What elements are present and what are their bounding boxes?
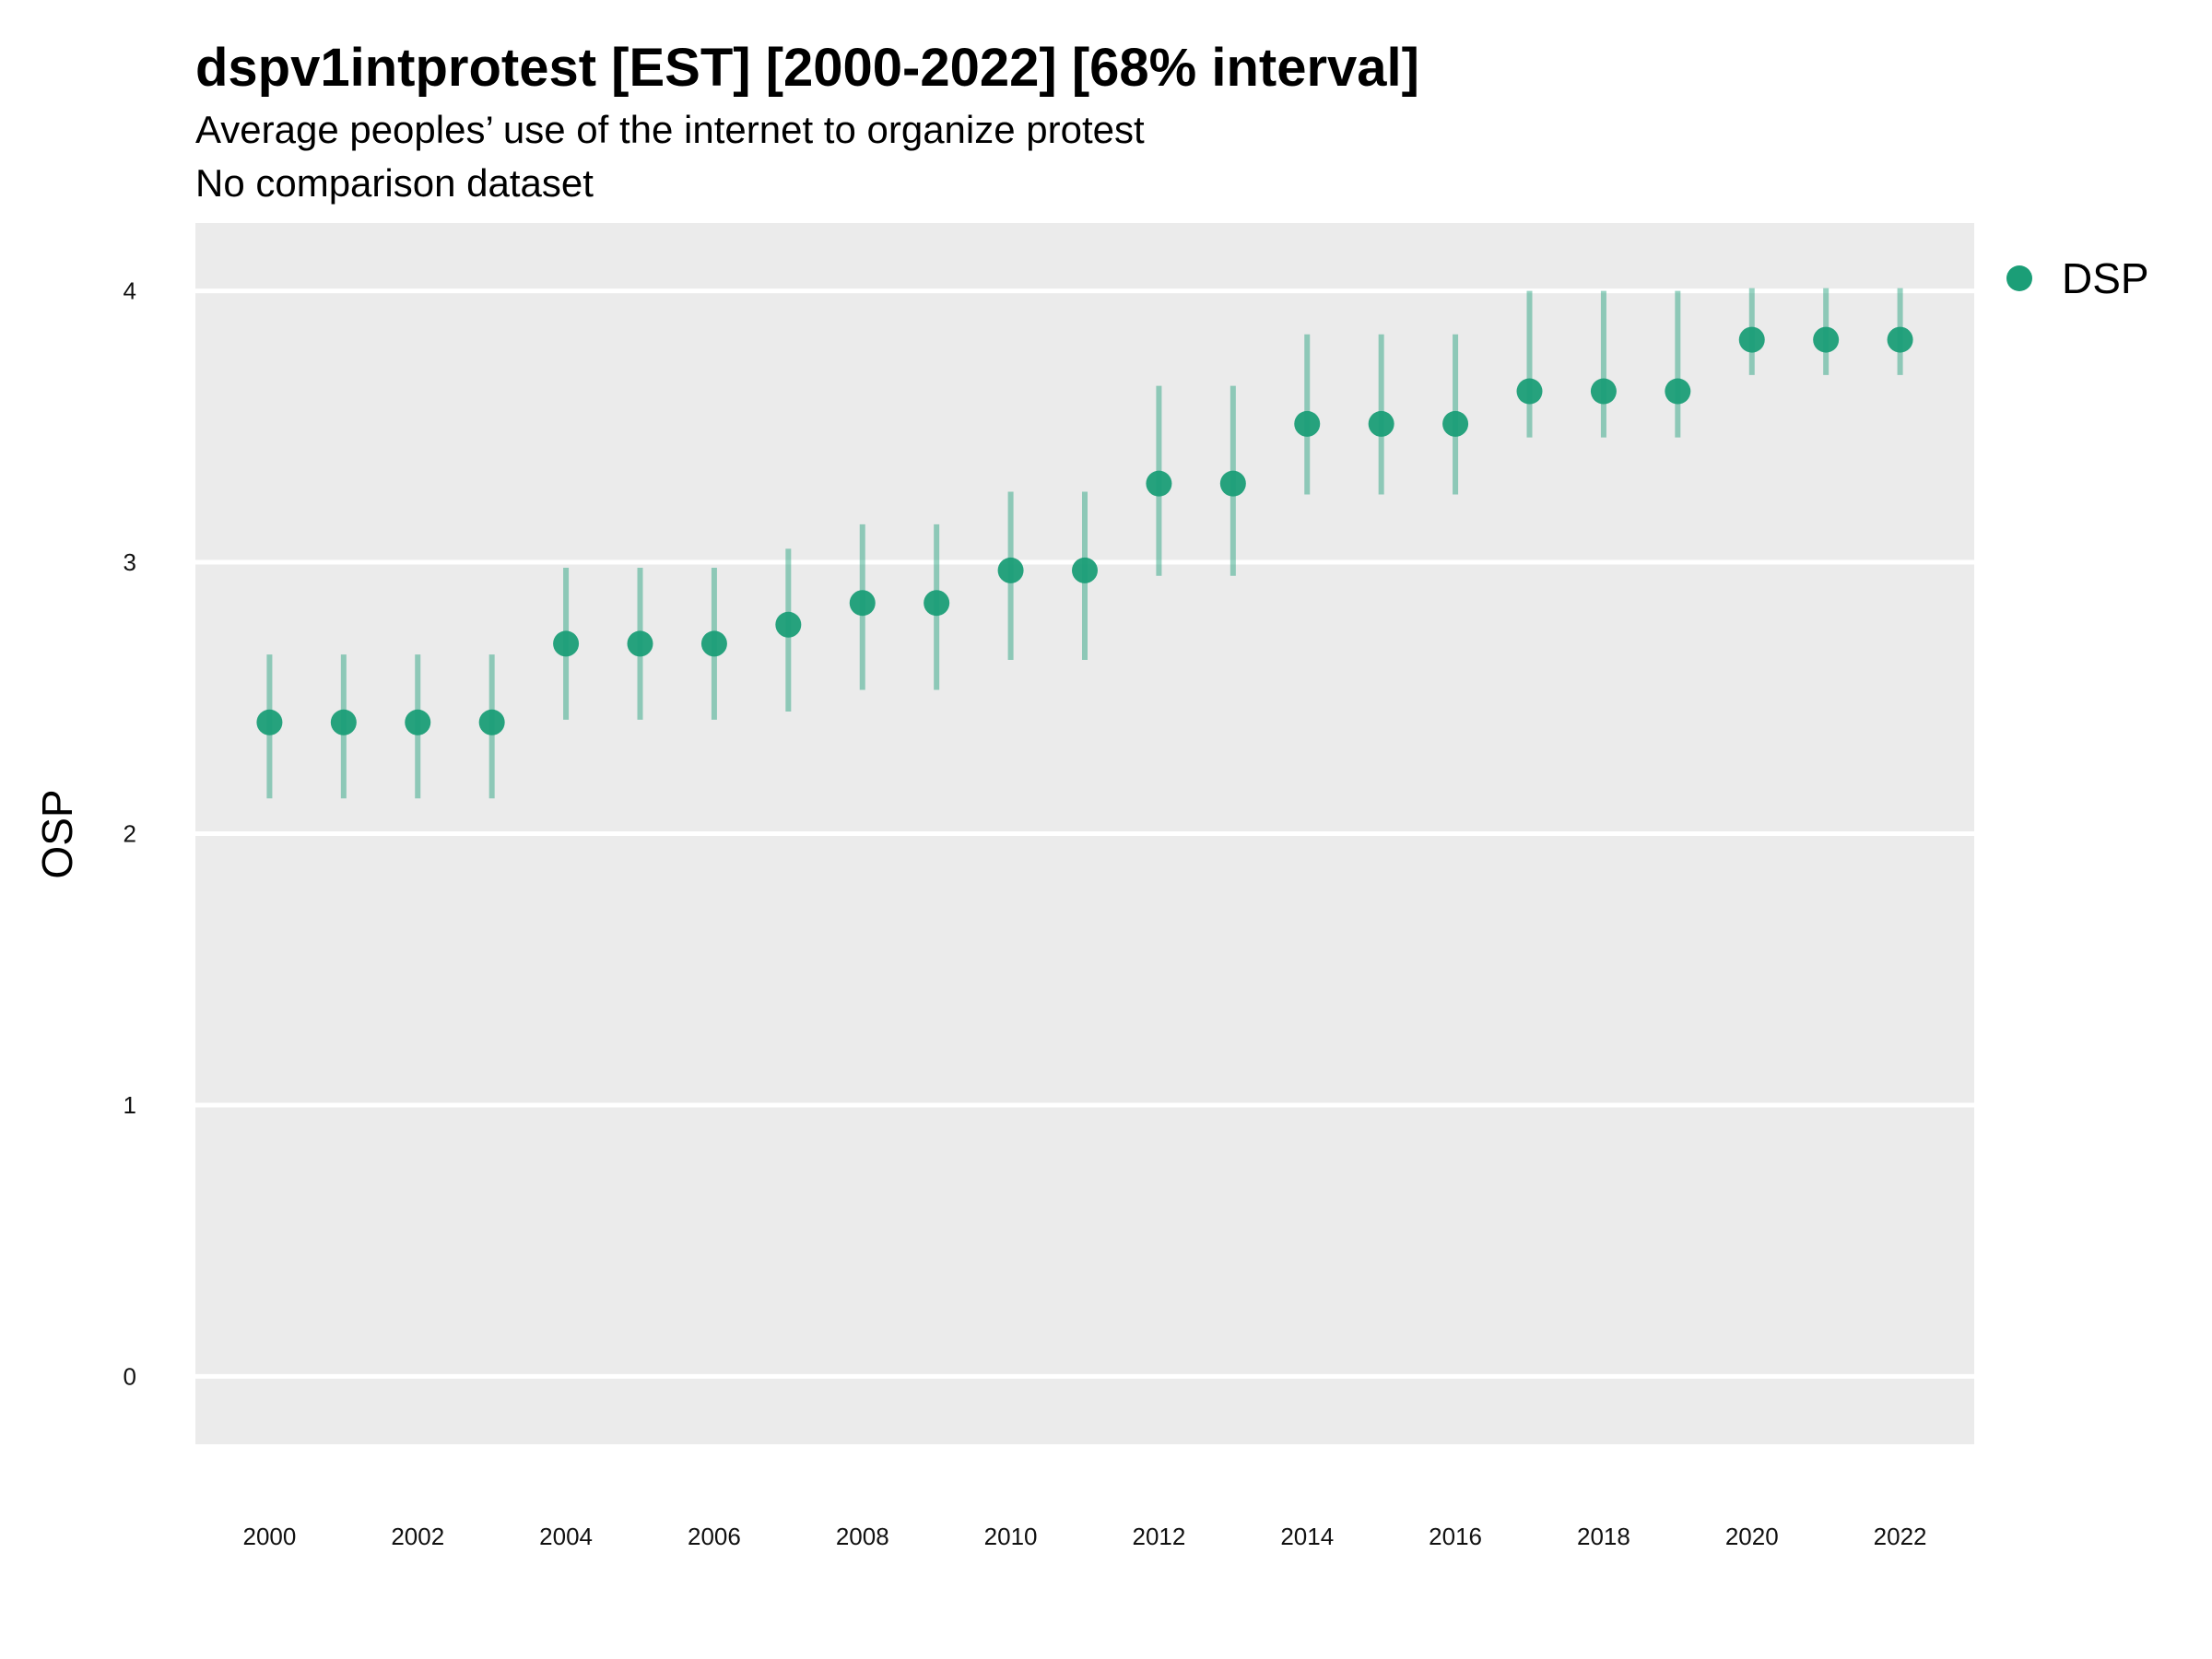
data-point bbox=[1442, 410, 1469, 437]
x-tick-label: 2010 bbox=[984, 1523, 1038, 1550]
x-tick-label: 2006 bbox=[688, 1523, 741, 1550]
y-tick-label: 2 bbox=[124, 820, 136, 848]
y-tick-label: 3 bbox=[124, 548, 136, 576]
x-tick-label: 2014 bbox=[1280, 1523, 1334, 1550]
data-point bbox=[1665, 378, 1691, 405]
data-point bbox=[1887, 326, 1913, 353]
chart-title: dspv1intprotest [EST] [2000-2022] [68% i… bbox=[195, 38, 1419, 98]
data-point bbox=[700, 630, 727, 657]
x-tick-label: 2022 bbox=[1874, 1523, 1927, 1550]
x-tick-label: 2004 bbox=[539, 1523, 593, 1550]
y-axis-label: OSP bbox=[33, 789, 81, 878]
data-point bbox=[1738, 326, 1765, 353]
data-point bbox=[627, 630, 653, 657]
x-tick-label: 2002 bbox=[391, 1523, 444, 1550]
chart-subtitle: Average peoples’ use of the internet to … bbox=[195, 108, 1145, 151]
x-tick-label: 2016 bbox=[1429, 1523, 1482, 1550]
data-points bbox=[256, 326, 1913, 735]
x-tick-label: 2018 bbox=[1577, 1523, 1630, 1550]
data-point bbox=[256, 709, 283, 735]
y-tick-label: 4 bbox=[124, 277, 136, 305]
y-tick-label: 0 bbox=[124, 1362, 136, 1390]
data-point bbox=[924, 590, 950, 617]
data-point bbox=[1294, 410, 1321, 437]
data-point bbox=[478, 709, 505, 735]
y-tick-label: 1 bbox=[124, 1091, 136, 1119]
data-point bbox=[1590, 378, 1617, 405]
y-axis-ticks: 0 1 2 3 4 bbox=[124, 277, 136, 1391]
data-point bbox=[1219, 470, 1246, 497]
x-axis-ticks: 2000 2002 2004 2006 2008 2010 2012 2014 2016 2018… bbox=[242, 1523, 1926, 1550]
data-point bbox=[1368, 410, 1394, 437]
data-point bbox=[553, 630, 580, 657]
x-tick-label: 2020 bbox=[1725, 1523, 1779, 1550]
chart-subtitle-2: No comparison dataset bbox=[195, 161, 594, 205]
data-point bbox=[1072, 557, 1098, 583]
data-point bbox=[1146, 470, 1172, 497]
data-point bbox=[405, 709, 431, 735]
legend: DSP bbox=[2006, 254, 2149, 302]
data-point bbox=[1516, 378, 1543, 405]
x-tick-label: 2008 bbox=[836, 1523, 889, 1550]
data-point bbox=[1813, 326, 1840, 353]
data-point bbox=[330, 709, 357, 735]
data-point bbox=[849, 590, 876, 617]
x-tick-label: 2000 bbox=[242, 1523, 296, 1550]
legend-swatch bbox=[2006, 265, 2032, 291]
data-point bbox=[997, 557, 1024, 583]
data-point bbox=[775, 611, 802, 638]
legend-label: DSP bbox=[2062, 254, 2149, 302]
x-tick-label: 2012 bbox=[1132, 1523, 1185, 1550]
